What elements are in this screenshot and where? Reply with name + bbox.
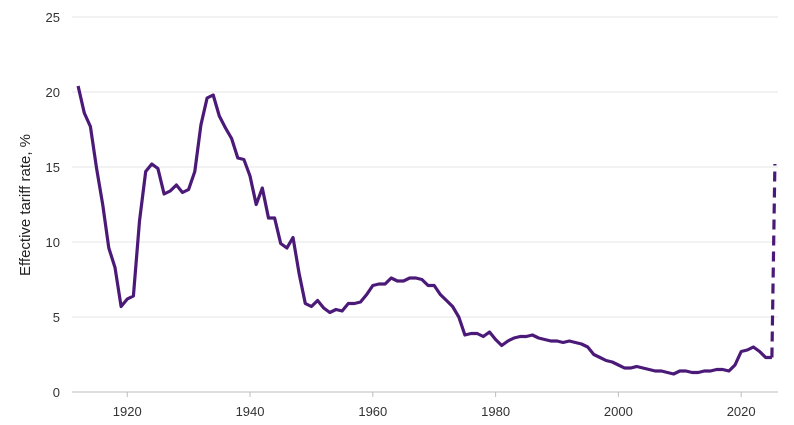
y-tick-label-0: 0: [53, 385, 60, 400]
y-tick-label-10: 10: [46, 235, 60, 250]
x-tick-label-1960: 1960: [358, 404, 387, 419]
historical-line: [76, 85, 772, 376]
gridlines: [72, 16, 778, 393]
x-tick-label-2020: 2020: [727, 404, 756, 419]
y-tick-label-25: 25: [46, 10, 60, 25]
y-tick-labels: 0 5 10 15 20 25: [46, 10, 60, 400]
x-tick-label-1940: 1940: [236, 404, 265, 419]
y-tick-label-20: 20: [46, 85, 60, 100]
x-tick-label-2000: 2000: [604, 404, 633, 419]
y-tick-label-15: 15: [46, 160, 60, 175]
projected-line: [770, 163, 777, 358]
x-tick-label-1980: 1980: [481, 404, 510, 419]
x-tick-label-1920: 1920: [113, 404, 142, 419]
y-tick-label-5: 5: [53, 310, 60, 325]
series-lines: [76, 85, 777, 376]
y-axis-title: Effective tariff rate, %: [17, 134, 34, 276]
x-tick-labels: 1920 1940 1960 1980 2000 2020: [113, 392, 756, 419]
